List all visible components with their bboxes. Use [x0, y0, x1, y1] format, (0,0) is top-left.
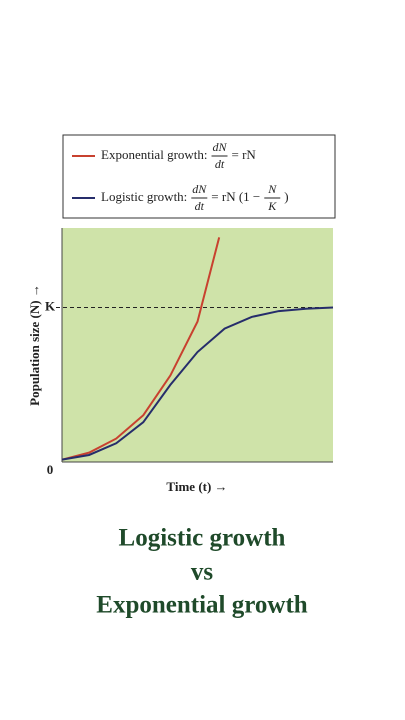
legend-label: Exponential growth:: [101, 147, 208, 162]
x-axis-label: Time (t) →: [166, 479, 227, 494]
formula-text: N: [267, 182, 277, 196]
formula-text: dN: [192, 182, 207, 196]
y-tick-label: K: [45, 299, 56, 314]
formula-text: dt: [215, 157, 225, 171]
formula-text: ): [284, 189, 288, 204]
series-line: [61, 306, 334, 461]
series-line: [61, 237, 221, 461]
formula-text: dN: [213, 140, 228, 154]
y-tick-label: 0: [47, 462, 54, 477]
plot-area: [62, 228, 333, 462]
formula-text: dt: [195, 199, 205, 213]
legend-label: Logistic growth:: [101, 189, 187, 204]
formula-text: = rN (1 −: [211, 189, 260, 204]
caption: Exponential growth: [96, 592, 307, 619]
y-axis-label: Population size (N) →: [27, 284, 42, 406]
formula-text: K: [267, 199, 277, 213]
legend-box: [62, 134, 336, 219]
formula-text: = rN: [232, 147, 257, 162]
caption: Logistic growth: [119, 525, 286, 552]
caption: vs: [191, 559, 214, 586]
